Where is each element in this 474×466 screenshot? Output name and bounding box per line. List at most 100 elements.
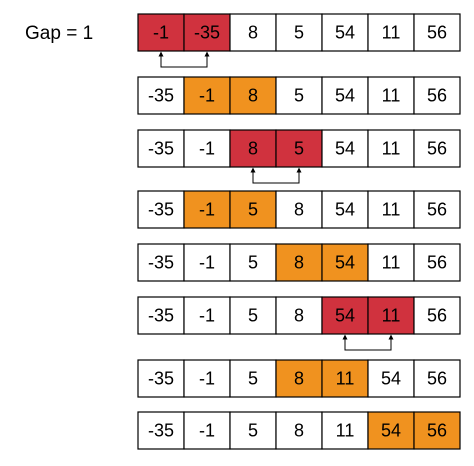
array-cell: [137, 296, 185, 335]
array-cell: [321, 13, 369, 52]
array-cell: [321, 129, 369, 168]
cell-value: 11: [382, 306, 401, 326]
array-cell: [137, 411, 185, 450]
array-cell: [275, 411, 323, 450]
array-cell-compare: [229, 76, 277, 115]
cell-value: 54: [381, 421, 401, 441]
array-cell: [137, 76, 185, 115]
cell-value: 11: [382, 139, 401, 159]
cell-value: -35: [148, 369, 174, 389]
array-cell: [183, 129, 231, 168]
array-cell: [183, 296, 231, 335]
array-cell: [413, 129, 461, 168]
cell-value: -1: [199, 369, 215, 389]
cell-value: -35: [148, 200, 174, 220]
cell-value: 8: [294, 421, 304, 441]
array-row-8: -35 -1 5 8 11 54 56: [137, 411, 461, 450]
cell-value: -1: [199, 421, 215, 441]
array-cell-swap: [321, 296, 369, 335]
cell-value: 8: [294, 200, 304, 220]
cell-value: 5: [248, 369, 258, 389]
array-cell: [413, 296, 461, 335]
cell-value: 8: [248, 139, 258, 159]
array-cell: [137, 243, 185, 282]
cell-value: 54: [335, 253, 355, 273]
array-cell-compare: [183, 76, 231, 115]
array-cell: [367, 190, 415, 229]
array-cell-swap: [275, 129, 323, 168]
array-cell-swap: [137, 13, 185, 52]
cell-value: 5: [294, 86, 304, 106]
cell-value: 56: [427, 200, 447, 220]
cell-value: -35: [148, 253, 174, 273]
array-cell: [367, 13, 415, 52]
array-row-5: -35 -1 5 8 54 11 56: [137, 243, 461, 282]
array-cell-compare: [275, 359, 323, 398]
array-cell-swap: [183, 13, 231, 52]
cell-value: 56: [427, 306, 447, 326]
cell-value: 8: [248, 86, 258, 106]
cell-value: 56: [427, 253, 447, 273]
cell-value: 11: [382, 23, 401, 43]
cell-value: 5: [294, 23, 304, 43]
array-cell: [183, 411, 231, 450]
cell-value: -1: [199, 253, 215, 273]
cell-value: 5: [248, 253, 258, 273]
array-row-3: -35 -1 8 5 54 11 56: [137, 129, 461, 184]
array-cell-swap: [229, 129, 277, 168]
cell-value: 11: [336, 369, 355, 389]
array-cell-compare: [183, 190, 231, 229]
cell-value: 56: [427, 139, 447, 159]
array-cell-compare: [367, 411, 415, 450]
swap-arrow: [158, 51, 210, 68]
cell-value: 54: [335, 86, 355, 106]
array-row-4: -35 -1 5 8 54 11 56: [137, 190, 461, 229]
swap-arrow: [250, 167, 302, 184]
array-cell: [413, 76, 461, 115]
cell-value: 56: [427, 369, 447, 389]
cell-value: 11: [382, 86, 401, 106]
array-cell: [367, 76, 415, 115]
array-cell-swap: [367, 296, 415, 335]
swap-arrow: [342, 334, 394, 351]
array-cell: [321, 411, 369, 450]
cell-value: 56: [427, 23, 447, 43]
array-row-2: -35 -1 8 5 54 11 56: [137, 76, 461, 115]
array-cell: [275, 190, 323, 229]
cell-value: 54: [335, 200, 355, 220]
array-cell: [137, 190, 185, 229]
array-cell-compare: [321, 359, 369, 398]
array-cell-compare: [413, 411, 461, 450]
cell-value: -35: [148, 421, 174, 441]
cell-value: -35: [194, 23, 220, 43]
gap-label: Gap = 1: [25, 23, 93, 44]
cell-value: 54: [381, 369, 401, 389]
array-cell: [229, 243, 277, 282]
cell-value: 8: [248, 23, 258, 43]
cell-value: -35: [148, 86, 174, 106]
cell-value: 56: [427, 86, 447, 106]
cell-value: -1: [199, 139, 215, 159]
cell-value: 11: [336, 421, 355, 441]
cell-value: 11: [382, 200, 401, 220]
array-cell: [413, 359, 461, 398]
cell-value: 54: [335, 23, 355, 43]
cell-value: 5: [248, 306, 258, 326]
cell-value: 56: [427, 421, 447, 441]
cell-value: 11: [382, 253, 401, 273]
array-cell: [367, 359, 415, 398]
cell-value: -1: [199, 86, 215, 106]
array-cell: [229, 13, 277, 52]
array-row-1: -1 -35 8 5 54 11 56: [137, 13, 461, 68]
cell-value: 8: [294, 369, 304, 389]
cell-value: -1: [199, 200, 215, 220]
array-cell: [367, 243, 415, 282]
cell-value: 8: [294, 306, 304, 326]
array-row-6: -35 -1 5 8 54 11 56: [137, 296, 461, 351]
array-cell: [413, 243, 461, 282]
cell-value: -1: [199, 306, 215, 326]
array-cell: [229, 359, 277, 398]
array-rows: -1 -35 8 5 54 11 56-35 -1 8 5 54 11 56-35 -1 8 5 54 11 56-…: [137, 13, 461, 450]
cell-value: 54: [335, 139, 355, 159]
